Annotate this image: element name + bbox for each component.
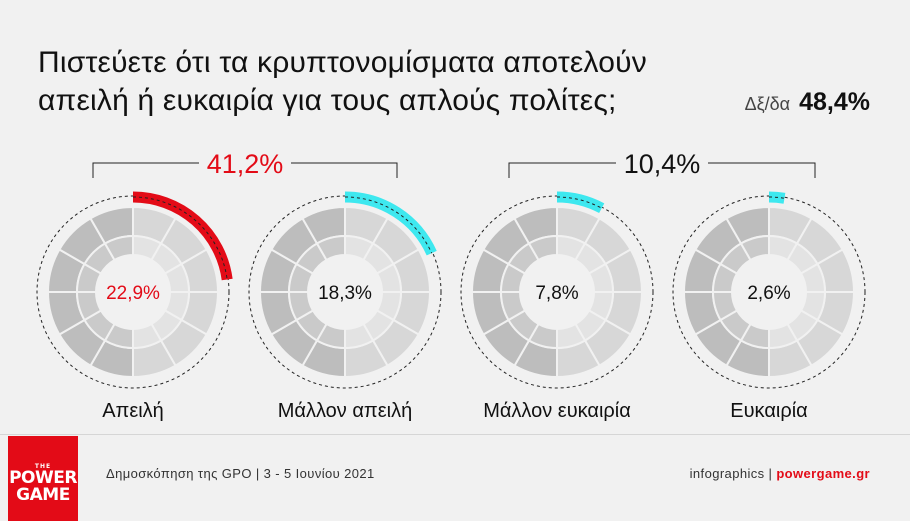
- credit-note: infographics | powergame.gr: [690, 466, 870, 481]
- category-label-4: Ευκαιρία: [730, 400, 807, 422]
- donut-center: [732, 255, 806, 329]
- donut-3: 7,8% Μάλλον ευκαιρία: [460, 191, 654, 422]
- donut-4: 2,6% Ευκαιρία: [672, 191, 866, 422]
- dont-know-label: Δξ/δα: [744, 94, 791, 114]
- value-label-3: 7,8%: [535, 283, 578, 304]
- category-label-2: Μάλλον απειλή: [278, 400, 412, 422]
- bracket-right: [708, 162, 816, 178]
- logo-game: GAME: [16, 485, 70, 505]
- value-arc-dash: [132, 196, 228, 280]
- logo-the: THE: [34, 463, 52, 470]
- bracket-left: [508, 162, 616, 178]
- powergame-logo: THE POWER GAME: [8, 436, 78, 521]
- group-total-1: 41,2%: [207, 149, 284, 179]
- credit-site-link[interactable]: powergame.gr: [776, 466, 870, 481]
- donut-center: [308, 255, 382, 329]
- dont-know-value: 48,4%: [799, 88, 870, 116]
- value-label-2: 18,3%: [318, 283, 372, 304]
- value-arc-dash: [344, 196, 433, 254]
- value-label-1: 22,9%: [106, 283, 160, 304]
- logo-power: POWER: [9, 468, 77, 488]
- donut-center: [96, 255, 170, 329]
- title-line-2: απειλή ή ευκαιρία για τους απλούς πολίτε…: [38, 84, 617, 117]
- value-arc-dash: [768, 196, 785, 199]
- source-note: Δημοσκόπηση της GPO | 3 - 5 Ιουνίου 2021: [106, 466, 375, 481]
- donut-2: 18,3% Μάλλον απειλή: [248, 191, 442, 422]
- category-label-1: Απειλή: [102, 400, 164, 422]
- group-total-2: 10,4%: [624, 149, 701, 179]
- donut-1: 22,9% Απειλή: [36, 191, 233, 422]
- category-label-3: Μάλλον ευκαιρία: [483, 400, 631, 422]
- title-line-1: Πιστεύετε ότι τα κρυπτονομίσματα αποτελο…: [38, 46, 647, 79]
- donut-center: [520, 255, 594, 329]
- bracket-left: [92, 162, 199, 178]
- group-bracket-1: 41,2%: [92, 149, 398, 179]
- group-bracket-2: 10,4%: [508, 149, 816, 179]
- bracket-right: [291, 162, 398, 178]
- value-arc-dash: [556, 196, 602, 209]
- dont-know-stat: Δξ/δα 48,4%: [745, 88, 870, 117]
- page-title: Πιστεύετε ότι τα κρυπτονομίσματα αποτελο…: [38, 44, 647, 120]
- value-label-4: 2,6%: [747, 283, 790, 304]
- credit-prefix: infographics |: [689, 466, 777, 481]
- donut-chart: 22,9% Απειλή 18,3% Μάλλον απειλή 7,8% Μάλλον …: [36, 149, 866, 422]
- footer-divider: [0, 434, 910, 435]
